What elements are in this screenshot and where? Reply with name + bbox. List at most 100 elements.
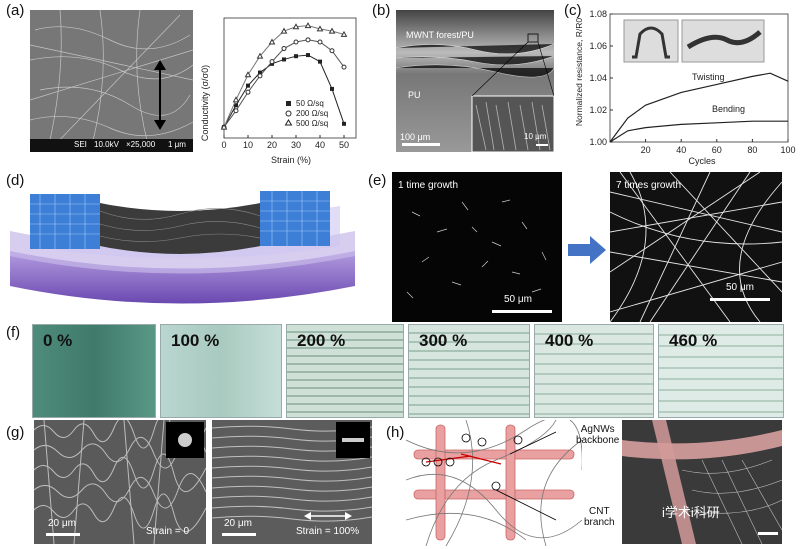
panel-b-label: (b) [372,2,391,19]
chart-a-point [234,103,238,108]
panel-g-label: (g) [6,424,25,441]
chart-c-xtick-label: 20 [641,145,651,155]
e-left-scale-bar [492,310,552,313]
chart-c-ytick-label: 1.02 [589,105,607,115]
right-electrode [260,191,330,246]
strain-label-460: 460 % [669,331,718,350]
h-backbone-label: AgNWs backbone [576,424,620,446]
chart-c-bending: Bending [712,104,745,114]
chart-a-xtick-label: 20 [267,140,277,150]
chart-a-point [232,96,240,103]
strain-label-300: 300 % [419,331,468,350]
chart-a-ylabel: Conductivity (σ/σ0) [200,65,210,141]
agnw-wire-3 [435,424,446,541]
chart-c-series-0 [609,72,789,143]
g-left-scale-bar [46,533,80,536]
chart-c-xtick-label: 80 [747,145,757,155]
strain-label-100: 100 % [171,331,220,350]
branch-pointer [495,489,557,521]
wrinkle-image-strain100: 20 μm Strain = 100% [212,420,372,544]
chart-a-point [317,39,323,45]
electron-marker [421,457,431,467]
chart-c-ytick-label: 1.04 [589,73,607,83]
sem-footer-mag: ×25,000 [126,140,156,149]
stretch-direction-arrow-icon [304,512,352,520]
b-scale-bar [402,143,440,146]
chart-c-xlabel: Cycles [688,156,716,166]
chart-a-point [282,57,286,62]
chart-a-point [340,30,348,37]
chart-c-xtick-label: 40 [676,145,686,155]
chart-a-xtick-label: 40 [315,140,325,150]
chart-a-point [245,89,251,95]
chart-c-ylabel: Normalized resistance, R/R0 [574,18,584,126]
chart-c-twisting: Twisting [692,72,725,82]
chart-a-point [342,121,346,126]
isotropic-wrinkle-texture [34,420,206,544]
cross-section-image: MWNT forest/PU PU 100 μm 10 μm [396,10,554,152]
chart-a-point [305,37,311,43]
g-left-scale-label: 20 μm [48,518,76,529]
chart-a-point [280,27,288,34]
g-left-strain: Strain = 0 [146,526,190,537]
legend-marker-500 [284,119,293,126]
chart-a-frame [223,17,357,139]
strain-image-0: 0 % [32,324,156,418]
strain-image-300: 300 % [408,324,530,418]
growth-arrow-icon [568,236,606,264]
chart-a-point [268,38,276,45]
agnw-wire-4 [505,424,516,541]
cross-section-texture [396,10,554,152]
bending-sample-shape [632,26,670,59]
e-right-scale-bar [710,298,770,301]
legend-50: 50 Ω/sq [296,99,324,108]
b-scale-label: 100 μm [400,132,431,142]
legend-500: 500 Ω/sq [296,119,328,128]
chart-c-ytick-label: 1.06 [589,41,607,51]
panel-a-label: (a) [6,2,25,19]
e-right-caption: 7 times growth [616,180,682,191]
conductivity-chart: 0 10 20 30 40 50 Conductivity (σ/σ0) Strain (… [200,17,357,165]
chart-a-point [328,27,336,34]
chart-a-point [292,23,300,30]
chart-a-xtick-label: 50 [339,140,349,150]
seven-times-growth-image: 7 times growth 50 μm [610,172,782,322]
chart-a-point [330,86,334,91]
panel-f-label: (f) [6,324,21,341]
legend-marker-50 [286,101,291,106]
wrinkle-image-strain0: 20 μm Strain = 0 [34,420,206,544]
b-inset-scale-bar [536,144,548,146]
agnw-wire-1 [413,449,575,460]
strain-image-100: 100 % [160,324,282,418]
chart-a-point [318,59,322,64]
chart-a-point [233,108,239,114]
chart-a-point [246,83,250,88]
c-inset-photos [623,19,765,63]
g-right-scale-label: 20 μm [224,518,252,529]
electron-marker [433,457,443,467]
panel-h-label: (h) [386,424,405,441]
chart-a-point [220,123,228,130]
legend-marker-200 [285,110,292,117]
chart-a-xlabel: Strain (%) [271,155,311,165]
nanowire-texture [30,10,193,152]
strain-direction-arrow-icon [154,60,166,130]
one-time-growth-image: 1 time growth 50 μm [392,172,562,322]
e-left-scale-label: 50 μm [504,294,532,305]
g-right-scale-bar [222,533,256,536]
b-inset-scale-label: 10 μm [524,132,547,141]
g-right-strain: Strain = 100% [296,526,360,537]
chart-a-point [258,70,262,75]
chart-c-series-1 [609,120,788,143]
strain-image-200: 200 % [286,324,404,418]
strain-image-400: 400 % [534,324,654,418]
electron-marker [513,435,523,445]
panel-d-label: (d) [6,172,25,189]
chart-a-xtick-label: 10 [243,140,253,150]
chart-a-xtick-label: 0 [221,140,226,150]
electron-marker [477,437,487,447]
electron-marker [445,457,455,467]
aligned-wrinkle-texture [212,420,372,544]
chart-a-point [244,71,252,78]
cnt-network [90,201,270,254]
